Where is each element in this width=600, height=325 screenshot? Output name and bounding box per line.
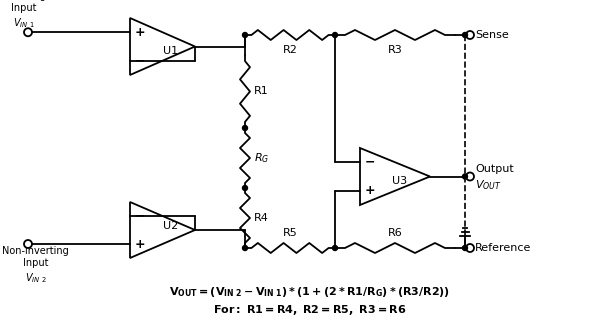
Text: Non-inverting
Input
$V_{IN\ 2}$: Non-inverting Input $V_{IN\ 2}$ [2,246,69,285]
Text: +: + [365,184,376,197]
Circle shape [463,174,467,179]
Text: R2: R2 [283,45,298,55]
Text: $R_G$: $R_G$ [254,151,269,165]
Circle shape [466,173,474,180]
Text: R1: R1 [254,86,269,97]
Circle shape [242,186,248,190]
Text: $V_{OUT}$: $V_{OUT}$ [475,178,502,192]
Circle shape [24,28,32,36]
Text: +: + [134,26,145,39]
Text: R5: R5 [283,228,298,238]
Circle shape [463,32,467,37]
Text: Sense: Sense [475,30,509,40]
Text: U2: U2 [163,221,178,231]
Text: −: − [135,210,145,223]
Text: −: − [135,54,145,67]
Text: Inverting
Input
$V_{IN\ 1}$: Inverting Input $V_{IN\ 1}$ [2,0,46,30]
Text: R4: R4 [254,213,269,223]
Circle shape [242,245,248,251]
Circle shape [332,245,337,251]
Circle shape [466,31,474,39]
Circle shape [332,32,337,37]
Text: +: + [134,238,145,251]
Circle shape [24,240,32,248]
Text: U1: U1 [163,46,178,56]
Text: R6: R6 [388,228,403,238]
Text: $\mathbf{For:\ R1 = R4,\ R2 = R5,\ R3 = R6}$: $\mathbf{For:\ R1 = R4,\ R2 = R5,\ R3 = … [213,303,407,317]
Circle shape [463,245,467,251]
Text: Reference: Reference [475,243,532,253]
Circle shape [242,125,248,131]
Text: $\mathbf{V_{OUT} = (V_{IN\ 2} - V_{IN\ 1})*(1+(2*R1/R_G)*(R3/R2))}$: $\mathbf{V_{OUT} = (V_{IN\ 2} - V_{IN\ 1… [169,285,451,299]
Circle shape [242,32,248,37]
Text: −: − [365,156,375,169]
Circle shape [466,244,474,252]
Text: Output: Output [475,164,514,175]
Text: U3: U3 [392,176,407,187]
Text: R3: R3 [388,45,403,55]
